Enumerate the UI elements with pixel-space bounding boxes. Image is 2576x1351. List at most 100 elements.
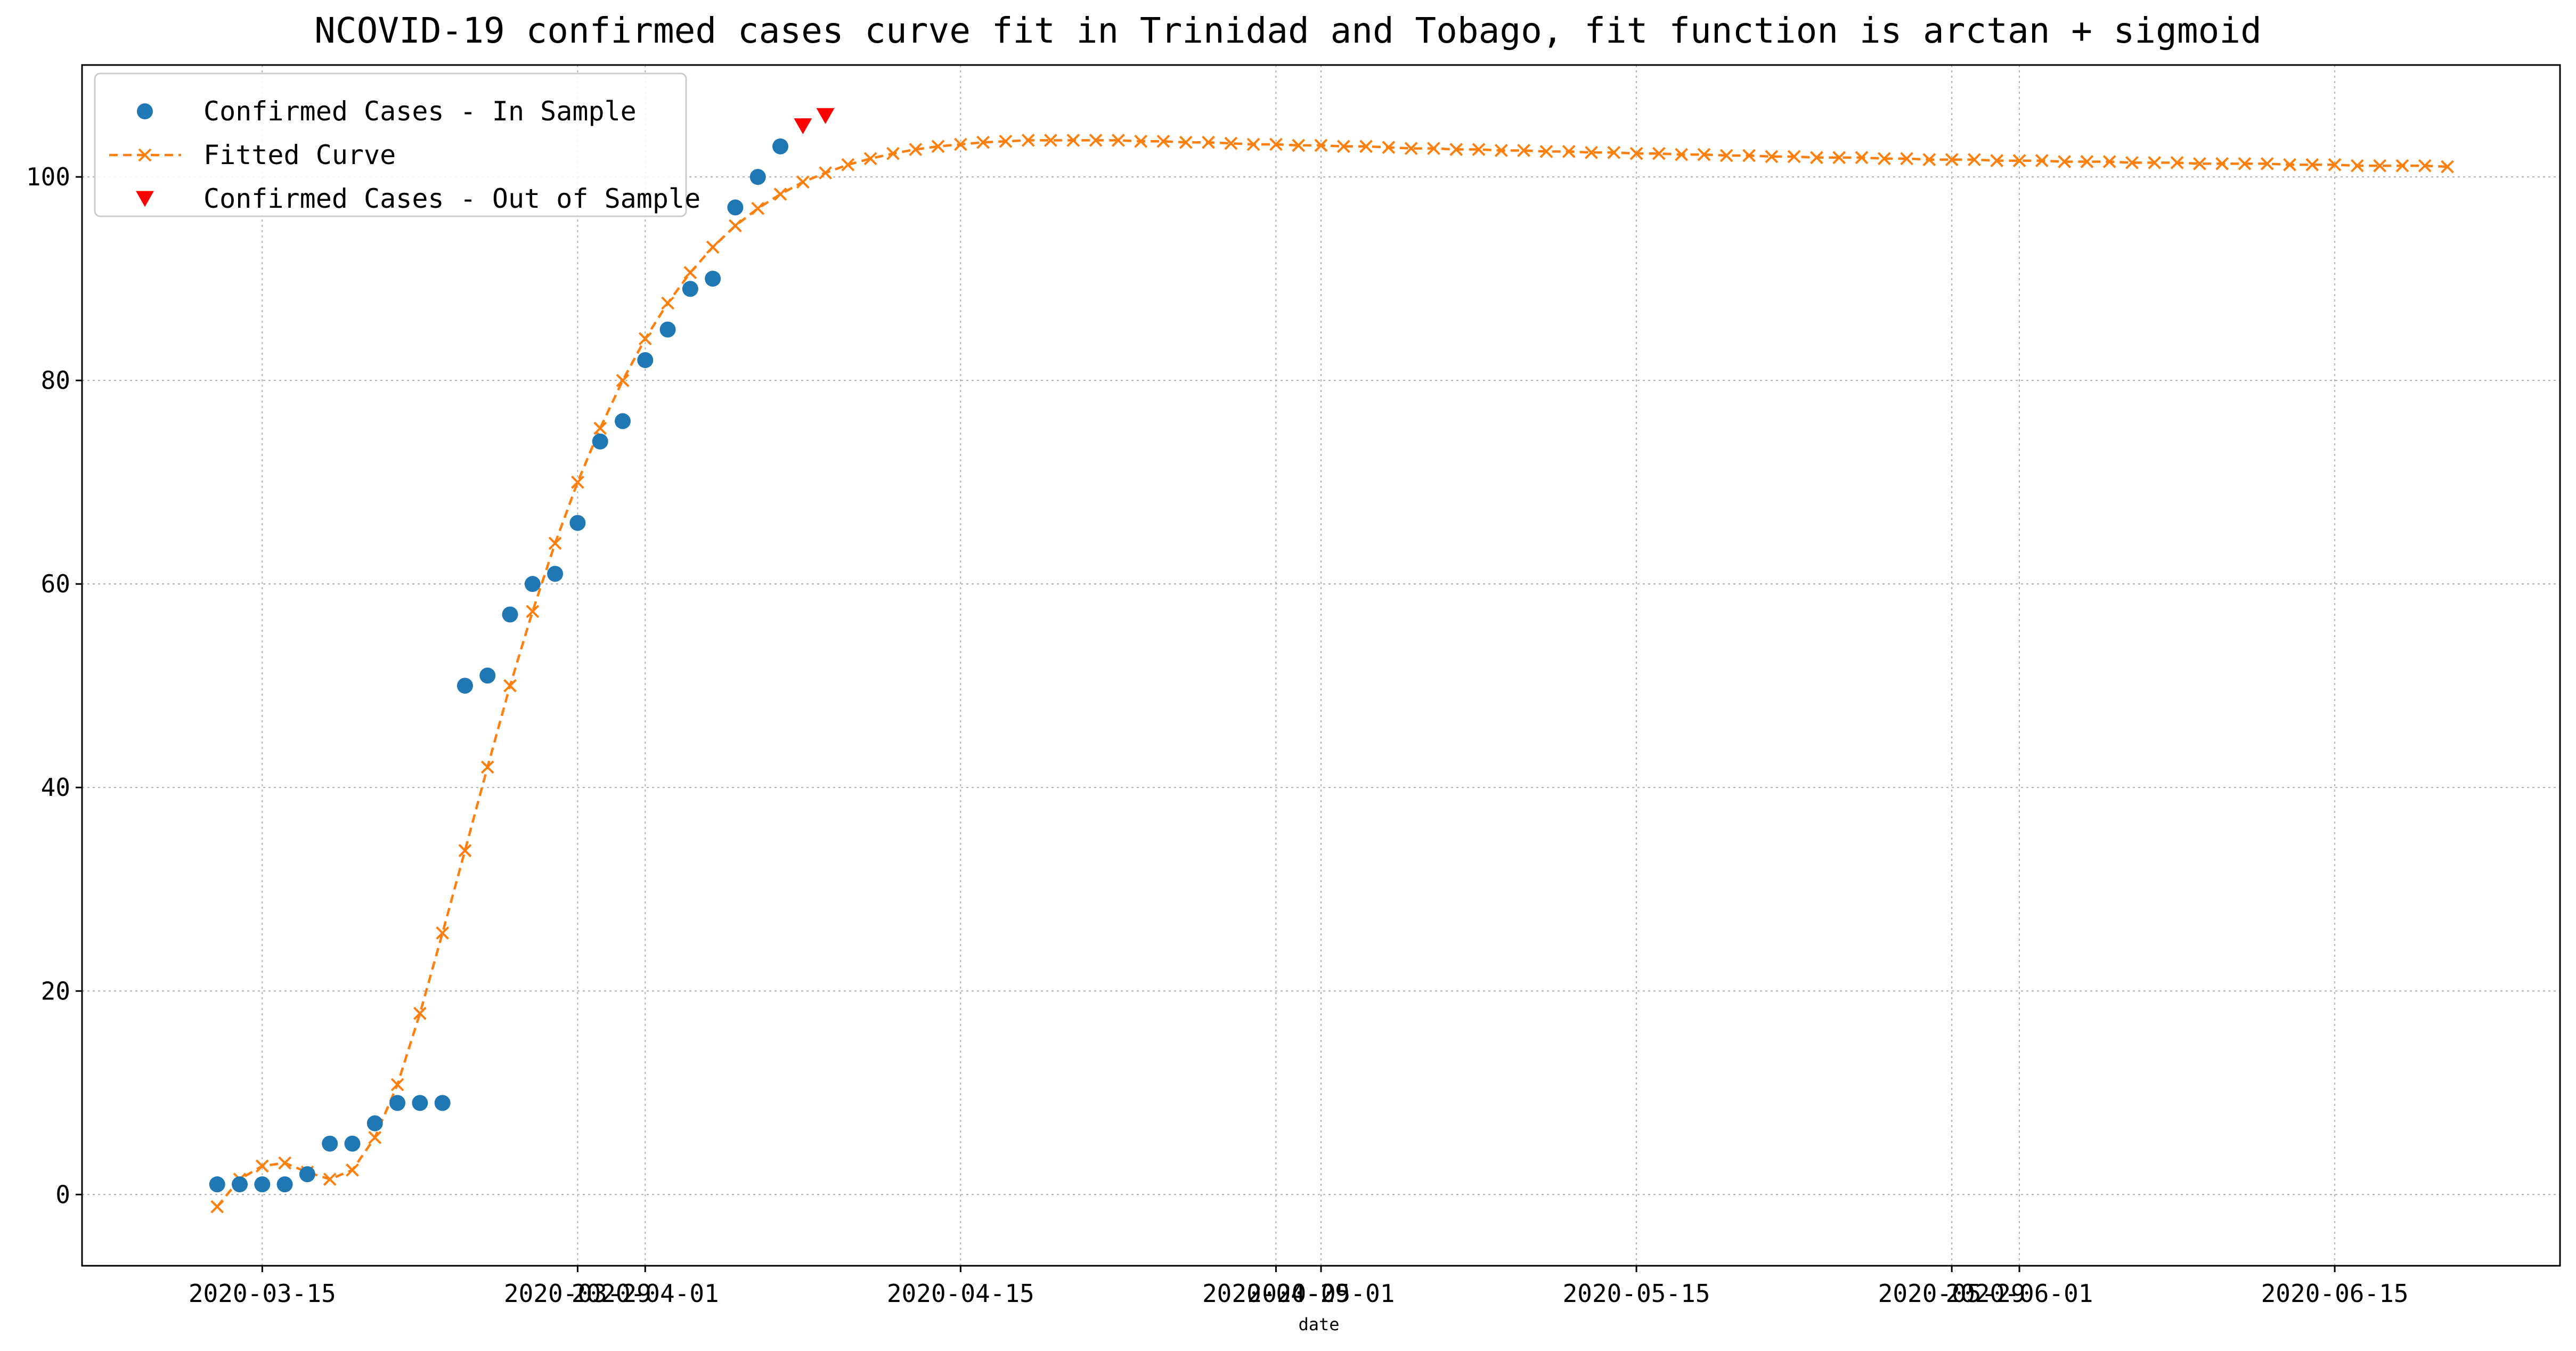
x-stroke bbox=[1585, 145, 1598, 159]
fitted-curve-marker bbox=[2102, 155, 2116, 168]
fitted-curve-marker bbox=[1156, 134, 1170, 148]
fitted-curve-marker bbox=[1922, 153, 1936, 167]
fitted-curve-marker bbox=[706, 240, 720, 254]
x-stroke bbox=[210, 1200, 224, 1214]
in-sample-point bbox=[412, 1095, 428, 1111]
x-stroke bbox=[390, 1078, 404, 1092]
fitted-curve-marker bbox=[413, 1006, 427, 1020]
in-sample-point bbox=[254, 1176, 271, 1193]
fitted-curve-marker bbox=[863, 152, 877, 166]
x-stroke bbox=[526, 605, 540, 618]
x-stroke bbox=[1719, 149, 1733, 162]
x-stroke bbox=[1877, 152, 1891, 166]
legend-fitted-marker bbox=[138, 148, 152, 162]
fitted-curve-marker bbox=[1877, 152, 1891, 166]
x-stroke bbox=[368, 1130, 382, 1144]
x-stroke bbox=[1449, 143, 1463, 156]
x-stroke bbox=[2418, 159, 2432, 173]
y-tick-label: 0 bbox=[55, 1180, 70, 1209]
x-stroke bbox=[548, 536, 562, 550]
x-stroke bbox=[2080, 155, 2094, 168]
fitted-curve-marker bbox=[1246, 137, 1260, 151]
fitted-curve-marker bbox=[1517, 144, 1531, 157]
x-stroke bbox=[1336, 140, 1350, 153]
fitted-curve-marker bbox=[1089, 133, 1103, 147]
x-stroke bbox=[1990, 154, 2004, 167]
fitted-curve-marker bbox=[661, 296, 674, 310]
x-stroke bbox=[796, 175, 810, 189]
x-stroke bbox=[1539, 144, 1553, 158]
fitted-curve-marker bbox=[526, 605, 540, 618]
x-stroke bbox=[346, 1163, 359, 1177]
fitted-curve-marker bbox=[796, 175, 810, 189]
chart-title: NCOVID-19 confirmed cases curve fit in T… bbox=[314, 10, 2262, 51]
x-stroke bbox=[2283, 158, 2296, 172]
x-stroke bbox=[1472, 143, 1486, 156]
x-stroke bbox=[570, 475, 584, 489]
x-stroke bbox=[1089, 133, 1103, 147]
fitted-curve-marker bbox=[1719, 149, 1733, 162]
fitted-curve-marker bbox=[886, 147, 900, 160]
x-stroke bbox=[503, 679, 517, 693]
fitted-curve-marker bbox=[1336, 140, 1350, 153]
fitted-curve-marker bbox=[1044, 133, 1057, 147]
fitted-curve-marker bbox=[1629, 147, 1643, 160]
x-stroke bbox=[1382, 141, 1396, 154]
fitted-curve-marker bbox=[210, 1200, 224, 1214]
x-stroke bbox=[1562, 144, 1576, 158]
in-sample-point bbox=[299, 1166, 315, 1183]
fitted-curve-marker bbox=[2238, 157, 2252, 170]
in-sample-point bbox=[276, 1176, 293, 1193]
fitted-curve-marker bbox=[1382, 141, 1396, 154]
in-sample-point bbox=[705, 271, 721, 287]
x-stroke bbox=[819, 166, 833, 180]
x-stroke bbox=[706, 240, 720, 254]
fitted-curve-marker bbox=[931, 140, 945, 153]
fitted-curve-marker bbox=[390, 1078, 404, 1092]
x-stroke bbox=[1021, 133, 1035, 147]
in-sample-point bbox=[727, 199, 744, 216]
x-stroke bbox=[886, 147, 900, 160]
fitted-curve-marker bbox=[2350, 159, 2364, 173]
fitted-curve-marker bbox=[729, 219, 742, 233]
x-stroke bbox=[1607, 145, 1621, 159]
x-stroke bbox=[841, 158, 855, 172]
x-stroke bbox=[1697, 148, 1711, 161]
fitted-curve-marker bbox=[1269, 137, 1283, 151]
x-stroke bbox=[1809, 151, 1823, 165]
fitted-curve-marker bbox=[683, 266, 697, 280]
x-tick-label: 2020-04-15 bbox=[887, 1279, 1034, 1308]
x-stroke bbox=[2373, 159, 2387, 173]
fitted-curve-line bbox=[216, 139, 2448, 1208]
x-stroke bbox=[1787, 150, 1801, 164]
fitted-curve-marker bbox=[480, 760, 494, 774]
fitted-curve-marker bbox=[1066, 133, 1080, 147]
fitted-curve-marker bbox=[1968, 153, 1981, 167]
x-stroke bbox=[2058, 155, 2072, 168]
in-sample-point bbox=[682, 281, 698, 297]
x-tick-label: 2020-06-15 bbox=[2261, 1279, 2409, 1308]
fitted-curve-marker bbox=[1765, 150, 1779, 164]
fitted-curve-marker bbox=[2305, 158, 2319, 172]
fitted-curve-marker bbox=[278, 1156, 292, 1170]
x-stroke bbox=[976, 135, 990, 149]
x-stroke bbox=[1900, 152, 1913, 166]
x-stroke bbox=[1517, 144, 1531, 157]
x-stroke bbox=[773, 188, 787, 201]
in-sample-point bbox=[456, 678, 473, 694]
legend-label: Confirmed Cases - In Sample bbox=[203, 96, 637, 127]
fitted-curve-marker bbox=[2192, 157, 2206, 170]
fitted-curve-marker bbox=[1742, 149, 1756, 162]
fitted-curve-marker bbox=[1179, 135, 1193, 149]
x-stroke bbox=[1832, 151, 1846, 165]
x-stroke bbox=[2125, 156, 2139, 169]
x-stroke bbox=[2170, 156, 2184, 169]
fitted-curve-marker bbox=[458, 844, 472, 858]
fitted-curve-marker bbox=[346, 1163, 359, 1177]
y-tick-label: 20 bbox=[41, 976, 70, 1005]
legend-label: Fitted Curve bbox=[203, 140, 396, 170]
fitted-curve-marker bbox=[323, 1173, 337, 1186]
x-stroke bbox=[2238, 157, 2252, 170]
x-stroke bbox=[1246, 137, 1260, 151]
